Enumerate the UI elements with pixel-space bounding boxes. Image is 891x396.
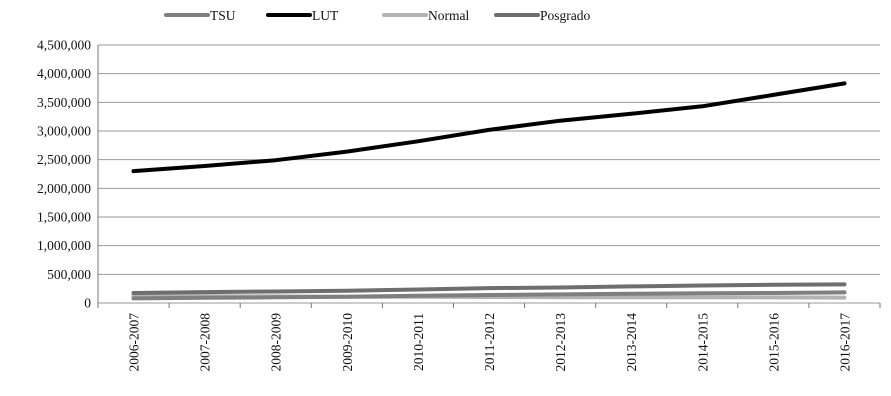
x-tick-label: 2007-2008 xyxy=(198,313,213,372)
y-tick-label: 2,500,000 xyxy=(37,152,91,167)
legend-label: TSU xyxy=(210,8,236,23)
x-tick-label: 2014-2015 xyxy=(695,313,710,372)
y-tick-label: 3,000,000 xyxy=(37,124,91,139)
x-tick-label: 2009-2010 xyxy=(340,313,355,372)
x-axis-tick-labels: 2006-2007 2007-2008 2008-2009 2009-2010 2010… xyxy=(97,303,881,372)
chart-legend: TSU LUT Normal Posgrado xyxy=(164,8,590,23)
legend-item-normal: Normal xyxy=(382,8,469,23)
y-tick-label: 4,500,000 xyxy=(37,38,91,53)
series-line-lut xyxy=(131,81,847,174)
x-tick-label: 2016-2017 xyxy=(837,313,852,372)
legend-label: Normal xyxy=(428,8,469,23)
y-tick-label: 0 xyxy=(84,296,91,311)
legend-item-posgrado: Posgrado xyxy=(494,8,590,23)
legend-label: LUT xyxy=(312,8,339,23)
legend-item-tsu: TSU xyxy=(164,8,236,23)
y-tick-label: 500,000 xyxy=(47,267,91,282)
y-tick-label: 3,500,000 xyxy=(37,95,91,110)
y-tick-label: 2,000,000 xyxy=(37,181,91,196)
chart-series-lines xyxy=(131,81,847,301)
x-tick-label: 2013-2014 xyxy=(624,313,639,372)
y-tick-label: 4,000,000 xyxy=(37,66,91,81)
series-line-posgrado xyxy=(131,282,847,295)
chart-gridlines xyxy=(97,44,880,304)
legend-item-lut: LUT xyxy=(266,8,339,23)
legend-label: Posgrado xyxy=(540,8,590,23)
y-tick-label: 1,500,000 xyxy=(37,210,91,225)
x-tick-label: 2010-2011 xyxy=(411,313,426,371)
x-tick-label: 2012-2013 xyxy=(553,313,568,372)
x-tick-label: 2011-2012 xyxy=(482,313,497,371)
x-tick-label: 2015-2016 xyxy=(766,313,781,372)
x-tick-label: 2008-2009 xyxy=(269,313,284,372)
y-axis-tick-labels: 0 500,000 1,000,000 1,500,000 2,000,000 2,500… xyxy=(37,38,91,311)
series-line-tsu xyxy=(131,290,847,301)
x-tick-label: 2006-2007 xyxy=(127,313,142,372)
y-tick-label: 1,000,000 xyxy=(37,238,91,253)
